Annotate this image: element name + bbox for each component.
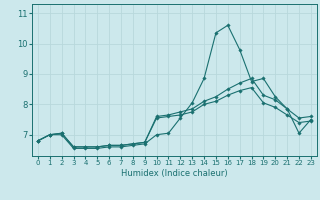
X-axis label: Humidex (Indice chaleur): Humidex (Indice chaleur) [121, 169, 228, 178]
